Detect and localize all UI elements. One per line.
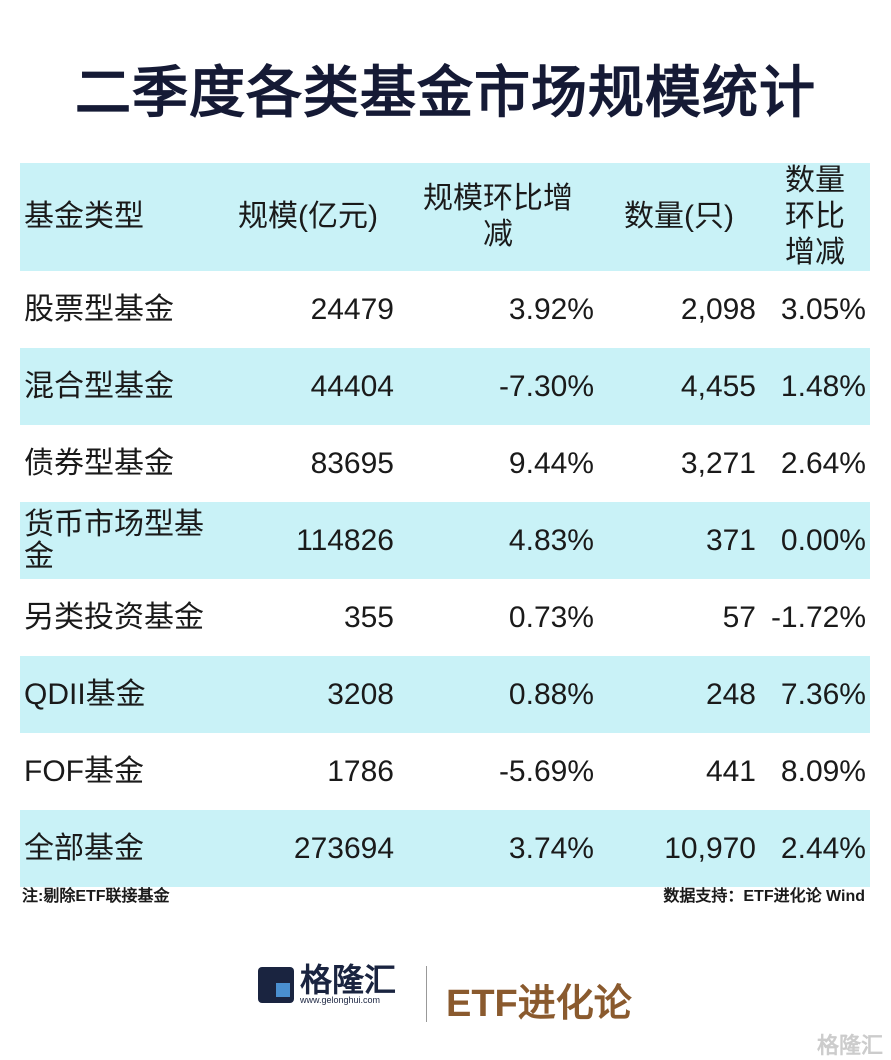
watermark: 格隆汇	[816, 1033, 883, 1058]
fund-table: 基金类型 规模(亿元) 规模环比增减 数量(只) 数量环比增减 股票型基金 24479 3.…	[20, 163, 870, 887]
fund-type-cell: 另类投资基金	[24, 600, 204, 634]
table-row: 另类投资基金 355 0.73% 57 -1.72%	[20, 579, 870, 656]
value-cell: 1786	[327, 754, 394, 788]
page-title: 二季度各类基金市场规模统计	[75, 61, 816, 126]
value-cell: 83695	[310, 446, 394, 480]
value-cell: 57	[722, 600, 756, 634]
logo-divider	[426, 966, 427, 1022]
value-cell: 3208	[327, 677, 394, 711]
fund-type-cell: 混合型基金	[24, 369, 174, 403]
gelonghui-logo: 格隆汇 www.gelonghui.com	[258, 962, 397, 1005]
value-cell: 273694	[293, 831, 394, 865]
value-cell: 2,098	[680, 292, 756, 326]
value-cell: 355	[343, 600, 394, 634]
column-header: 基金类型	[20, 163, 218, 271]
value-cell: 114826	[296, 523, 394, 557]
fund-type-cell: QDII基金	[24, 677, 146, 711]
table-header: 基金类型 规模(亿元) 规模环比增减 数量(只) 数量环比增减	[20, 163, 870, 271]
value-cell: 8.09%	[780, 754, 866, 788]
value-cell: 1.48%	[780, 369, 866, 403]
value-cell: 24479	[310, 292, 394, 326]
value-cell: 3.05%	[780, 292, 866, 326]
brand-name: 格隆汇	[300, 962, 397, 998]
value-cell: 44404	[310, 369, 394, 403]
value-cell: 0.73%	[508, 600, 594, 634]
fund-type-cell: 股票型基金	[24, 292, 174, 326]
value-cell: 7.36%	[780, 677, 866, 711]
table-row: 债券型基金 83695 9.44% 3,271 2.64%	[20, 425, 870, 502]
table-row: 货币市场型基金 114826 4.83% 371 0.00%	[20, 502, 870, 579]
fund-type-cell: 债券型基金	[24, 446, 174, 480]
data-source: 数据支持：ETF进化论 Wind	[663, 888, 865, 905]
value-cell: 3.92%	[508, 292, 594, 326]
value-cell: 3.74%	[508, 831, 594, 865]
fund-type-cell: 全部基金	[24, 831, 144, 865]
table-row: 股票型基金 24479 3.92% 2,098 3.05%	[20, 271, 870, 348]
fund-type-cell: 货币市场型基金	[24, 507, 204, 573]
column-header: 规模(亿元)	[218, 163, 398, 271]
value-cell: 9.44%	[508, 446, 594, 480]
value-cell: -5.69%	[498, 754, 594, 788]
table-row: 全部基金 273694 3.74% 10,970 2.44%	[20, 810, 870, 887]
partner-logo: ETF进化论	[446, 983, 632, 1025]
value-cell: 3,271	[680, 446, 756, 480]
table-row: 混合型基金 44404 -7.30% 4,455 1.48%	[20, 348, 870, 425]
g-logo-icon	[258, 967, 294, 1003]
column-header: 规模环比增减	[398, 163, 598, 271]
column-header: 数量(只)	[598, 163, 760, 271]
table-row: FOF基金 1786 -5.69% 441 8.09%	[20, 733, 870, 810]
value-cell: 0.00%	[780, 523, 866, 557]
value-cell: 4.83%	[508, 523, 594, 557]
value-cell: -1.72%	[770, 600, 866, 634]
value-cell: 4,455	[680, 369, 756, 403]
value-cell: 10,970	[664, 831, 756, 865]
value-cell: 248	[705, 677, 756, 711]
brand-url: www.gelonghui.com	[300, 995, 381, 1005]
table-row: QDII基金 3208 0.88% 248 7.36%	[20, 656, 870, 733]
value-cell: 2.64%	[780, 446, 866, 480]
value-cell: 0.88%	[508, 677, 594, 711]
value-cell: 441	[705, 754, 756, 788]
value-cell: -7.30%	[498, 369, 594, 403]
footnote: 注:剔除ETF联接基金	[22, 888, 170, 905]
value-cell: 371	[705, 523, 756, 557]
value-cell: 2.44%	[780, 831, 866, 865]
column-header: 数量环比增减	[760, 163, 870, 271]
fund-type-cell: FOF基金	[24, 754, 144, 788]
